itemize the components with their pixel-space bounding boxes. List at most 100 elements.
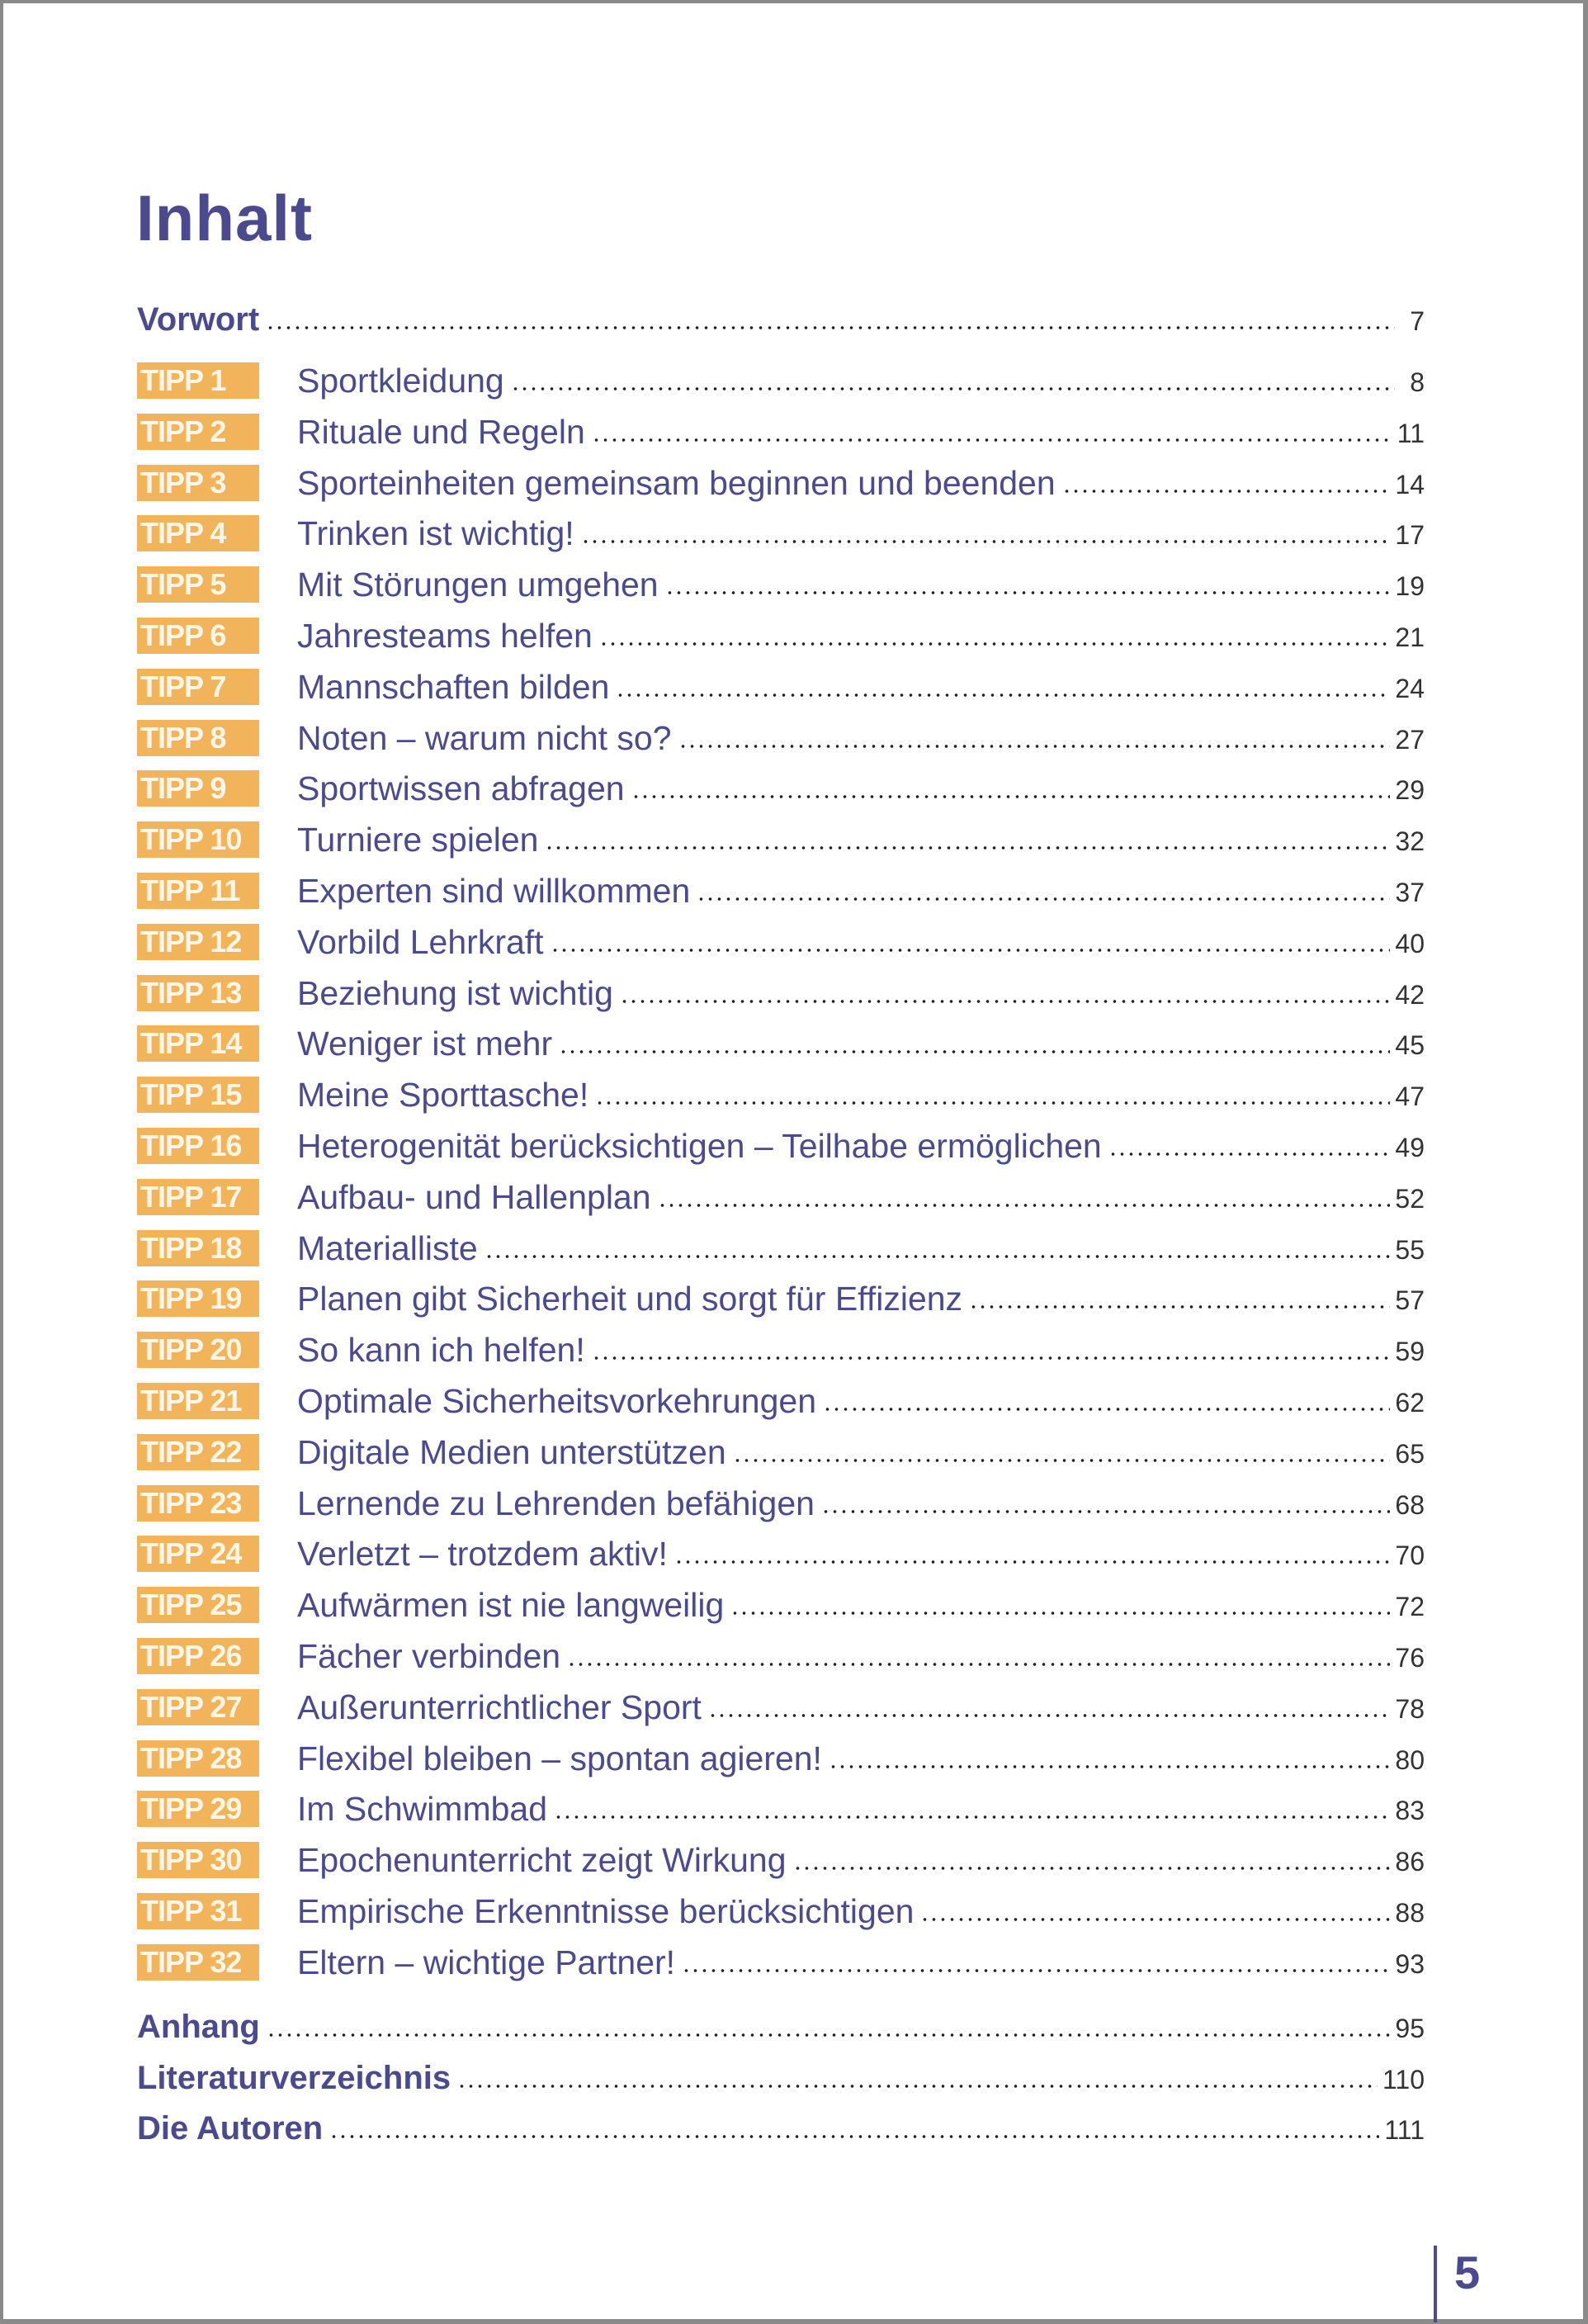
toc-page-number: 110 (1382, 2064, 1425, 2094)
dot-leader (329, 2134, 1380, 2139)
page-number-divider (1434, 2246, 1437, 2322)
dot-leader (657, 1202, 1391, 1208)
tipp-badge: TIPP 18 (137, 1229, 259, 1266)
toc-page-number: 19 (1395, 571, 1425, 602)
dot-leader (920, 1917, 1391, 1922)
dot-leader (828, 1763, 1391, 1769)
dot-leader (554, 1815, 1391, 1820)
toc-entry-tipp[interactable]: TIPP 17 Aufbau- und Hallenplan 52 (137, 1176, 1425, 1218)
toc-entry-title: Heterogenität berücksichtigen – Teilhabe… (297, 1127, 1102, 1165)
toc-entry-tipp[interactable]: TIPP 19 Planen gibt Sicherheit und sorgt … (137, 1278, 1425, 1319)
tipp-badge: TIPP 31 (137, 1893, 259, 1929)
dot-leader (567, 1662, 1391, 1667)
toc-page-number: 72 (1395, 1592, 1425, 1622)
toc-page-number: 7 (1410, 306, 1425, 336)
toc-page-number: 65 (1395, 1438, 1425, 1469)
toc-page-number: 42 (1395, 979, 1425, 1010)
tipp-badge: TIPP 12 (137, 923, 259, 960)
toc-entry-tipp[interactable]: TIPP 25 Aufwärmen ist nie langweilig 72 (137, 1584, 1425, 1626)
toc-entry-tipp[interactable]: TIPP 20 So kann ich helfen! 59 (137, 1329, 1425, 1370)
toc-page-number: 111 (1384, 2115, 1425, 2145)
dot-leader (484, 1253, 1391, 1259)
tipp-badge: TIPP 20 (137, 1332, 259, 1369)
toc-entry-tipp[interactable]: TIPP 29 Im Schwimmbad 83 (137, 1788, 1425, 1829)
toc-entry-tipp[interactable]: TIPP 22 Digitale Medien unterstützen 65 (137, 1432, 1425, 1473)
toc-entry-title: Flexibel bleiben – spontan agieren! (297, 1739, 822, 1777)
toc-entry-title: Lernende zu Lehrenden befähigen (297, 1484, 815, 1522)
toc-entry-tipp[interactable]: TIPP 13 Beziehung ist wichtig 42 (137, 973, 1425, 1014)
toc-entry-tipp[interactable]: TIPP 7 Mannschaften bilden 24 (137, 666, 1425, 708)
toc-entry-tipp[interactable]: TIPP 24 Verletzt – trotzdem aktiv! 70 (137, 1533, 1425, 1574)
toc-entry-tipp[interactable]: TIPP 31 Empirische Erkenntnisse berücksic… (137, 1891, 1425, 1932)
toc-entry-tipp[interactable]: TIPP 28 Flexibel bleiben – spontan agiere… (137, 1738, 1425, 1779)
tipp-badge: TIPP 16 (137, 1128, 259, 1164)
toc-entry-tipp[interactable]: TIPP 1 Sportkleidung 8 (137, 360, 1425, 401)
toc-page-number: 37 (1395, 878, 1425, 907)
toc-entry-title: Im Schwimmbad (297, 1790, 548, 1829)
toc-entry-tipp[interactable]: TIPP 6 Jahresteams helfen 21 (137, 615, 1425, 656)
dot-leader (707, 1712, 1391, 1718)
toc-entry-tipp[interactable]: TIPP 3 Sporteinheiten gemeinsam beginnen … (137, 462, 1425, 504)
toc-page-number: 52 (1395, 1183, 1425, 1214)
toc-entry-tipp[interactable]: TIPP 14 Weniger ist mehr 45 (137, 1023, 1425, 1064)
toc-entry-title: Literaturverzeichnis (137, 2059, 451, 2096)
toc-entry-tipp[interactable]: TIPP 26 Fächer verbinden 76 (137, 1635, 1425, 1677)
toc-page-number: 80 (1395, 1744, 1425, 1775)
toc-page-number: 27 (1395, 724, 1425, 755)
toc-entry-title: Materialliste (297, 1228, 478, 1267)
dot-leader (631, 794, 1391, 800)
dot-leader (591, 1356, 1391, 1361)
dot-leader (580, 539, 1391, 545)
toc-entry-tipp[interactable]: TIPP 2 Rituale und Regeln 11 (137, 411, 1425, 452)
toc-page-number: 11 (1397, 418, 1425, 448)
toc-entry-tipp[interactable]: TIPP 16 Heterogenität berücksichtigen – T… (137, 1125, 1425, 1167)
tipp-badge: TIPP 25 (137, 1587, 259, 1624)
toc-entry[interactable]: Vorwort 7 (137, 299, 1425, 340)
toc-entry-tipp[interactable]: TIPP 21 Optimale Sicherheitsvorkehrungen 6… (137, 1380, 1425, 1422)
toc-entry-tipp[interactable]: TIPP 5 Mit Störungen umgehen 19 (137, 564, 1425, 605)
tipp-badge: TIPP 13 (137, 974, 259, 1011)
toc-entry-title: Planen gibt Sicherheit und sorgt für Eff… (297, 1280, 963, 1318)
tipp-badge: TIPP 22 (137, 1433, 259, 1470)
dot-leader (591, 437, 1392, 443)
toc-entry-tipp[interactable]: TIPP 4 Trinken ist wichtig! 17 (137, 513, 1425, 554)
toc-entry-title: So kann ich helfen! (297, 1331, 585, 1370)
toc-page-number: 17 (1395, 520, 1425, 551)
dot-leader (266, 325, 1395, 330)
dot-leader (1061, 488, 1391, 494)
toc-entry-title: Noten – warum nicht so? (297, 718, 672, 757)
toc-page-number: 40 (1395, 928, 1425, 958)
tipp-badge: TIPP 2 (137, 413, 259, 450)
tipp-badge: TIPP 30 (137, 1842, 259, 1879)
toc-entry[interactable]: Die Autoren 111 (137, 2108, 1425, 2149)
toc-page-number: 62 (1395, 1388, 1425, 1418)
dot-leader (792, 1866, 1391, 1872)
toc-entry-title: Anhang (137, 2009, 260, 2045)
toc-page-number: 95 (1395, 2014, 1425, 2043)
toc-entry[interactable]: Literaturverzeichnis 110 (137, 2057, 1425, 2099)
toc-entry[interactable]: Anhang 95 (137, 2006, 1425, 2047)
toc-page-number: 88 (1395, 1898, 1425, 1928)
toc-page-number: 68 (1395, 1489, 1425, 1520)
tipp-badge: TIPP 8 (137, 719, 259, 756)
dot-leader (823, 1407, 1391, 1412)
toc-entry-tipp[interactable]: TIPP 27 Außerunterrichtlicher Sport 78 (137, 1687, 1425, 1728)
toc-entry-tipp[interactable]: TIPP 9 Sportwissen abfragen 29 (137, 768, 1425, 809)
toc-entry-tipp[interactable]: TIPP 11 Experten sind willkommen 37 (137, 870, 1425, 911)
toc-entry-tipp[interactable]: TIPP 30 Epochenunterricht zeigt Wirkung 86 (137, 1839, 1425, 1881)
toc-entry-title: Aufbau- und Hallenplan (297, 1177, 651, 1216)
dot-leader (732, 1457, 1391, 1463)
toc-entry-tipp[interactable]: TIPP 10 Turniere spielen 32 (137, 819, 1425, 860)
dot-leader (266, 2033, 1391, 2038)
dot-leader (457, 2083, 1378, 2089)
toc-entry-tipp[interactable]: TIPP 12 Vorbild Lehrkraft 40 (137, 921, 1425, 963)
toc-page-number: 70 (1395, 1541, 1425, 1571)
toc-entry-title: Rituale und Regeln (297, 412, 585, 451)
tipp-badge: TIPP 4 (137, 515, 259, 552)
dot-leader (730, 1611, 1391, 1616)
toc-entry-tipp[interactable]: TIPP 15 Meine Sporttasche! 47 (137, 1074, 1425, 1115)
toc-entry-tipp[interactable]: TIPP 18 Materialliste 55 (137, 1228, 1425, 1269)
toc-entry-tipp[interactable]: TIPP 23 Lernende zu Lehrenden befähigen 68 (137, 1483, 1425, 1524)
toc-entry-tipp[interactable]: TIPP 8 Noten – warum nicht so? 27 (137, 717, 1425, 759)
toc-entry-tipp[interactable]: TIPP 32 Eltern – wichtige Partner! 93 (137, 1942, 1425, 1983)
